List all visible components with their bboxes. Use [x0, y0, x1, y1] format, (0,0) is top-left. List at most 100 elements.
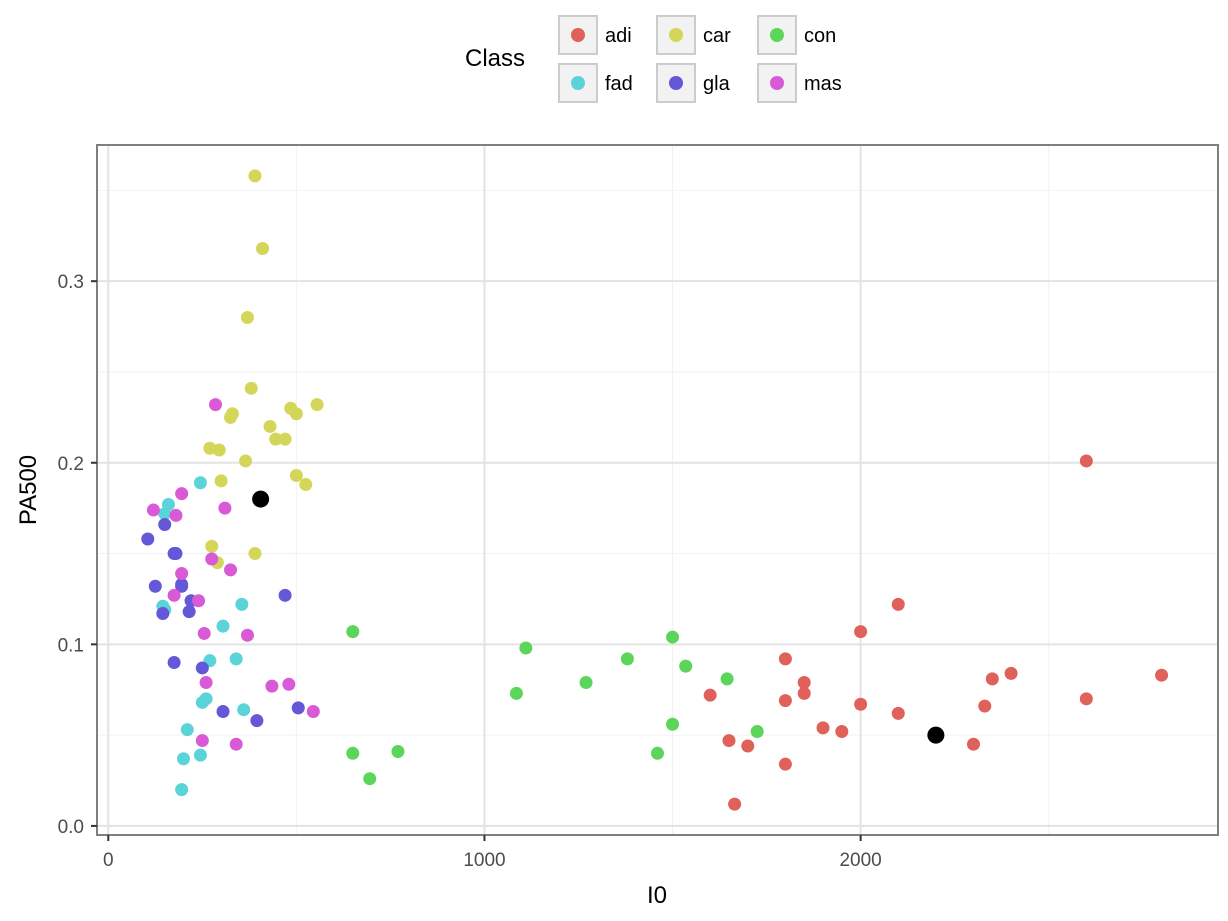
data-point-adi: [741, 739, 755, 753]
legend-label-fad: fad: [605, 73, 633, 95]
data-point-con: [666, 717, 680, 731]
data-point-gla: [141, 532, 155, 546]
legend-key: [558, 15, 598, 55]
data-point-con: [679, 659, 693, 673]
data-point-con: [346, 746, 360, 760]
data-point-mas: [192, 594, 206, 608]
data-point-adi: [1079, 454, 1093, 468]
data-point-car: [224, 410, 238, 424]
data-point-fad: [177, 752, 191, 766]
data-point-adi: [778, 652, 792, 666]
data-point-gla: [195, 661, 209, 675]
data-point-con: [579, 675, 593, 689]
data-point-fad: [229, 652, 243, 666]
data-point-adi: [797, 686, 811, 700]
legend-key-dot: [770, 28, 784, 42]
legend-label-con: con: [804, 25, 836, 47]
data-point-con: [666, 630, 680, 644]
data-point-adi: [854, 697, 868, 711]
data-point-mas: [197, 626, 211, 640]
data-point-mas: [218, 501, 232, 515]
y-tick-label: 0.1: [58, 635, 84, 656]
data-point-adi: [728, 797, 742, 811]
legend-title: Class: [465, 45, 525, 72]
data-point-mas: [229, 737, 243, 751]
data-point-mas: [282, 677, 296, 691]
x-axis-title: I0: [647, 882, 667, 909]
data-point-car: [248, 547, 262, 561]
data-point-gla: [148, 579, 162, 593]
data-point-mas: [195, 734, 209, 748]
data-point-adi: [778, 757, 792, 771]
data-point-car: [269, 432, 283, 446]
legend-key-dot: [669, 28, 683, 42]
data-point-mas: [175, 567, 189, 581]
data-point-fad: [237, 703, 251, 717]
data-point-gla: [156, 606, 170, 620]
data-point-car: [299, 478, 313, 492]
data-point-fad: [175, 783, 189, 797]
data-point-mas: [169, 508, 183, 522]
x-tick-label: 2000: [839, 850, 881, 871]
data-point-adi: [1079, 692, 1093, 706]
data-point-gla: [175, 579, 189, 593]
data-point-gla: [182, 605, 196, 619]
legend-key-dot: [669, 76, 683, 90]
data-point-con: [519, 641, 533, 655]
data-point-adi: [703, 688, 717, 702]
legend-label-car: car: [703, 25, 731, 47]
data-point-mas: [175, 487, 189, 501]
legend-label-adi: adi: [605, 25, 632, 47]
data-point-car: [214, 474, 228, 488]
highlight-point: [927, 726, 945, 744]
data-point-gla: [250, 714, 264, 728]
data-point-car: [244, 381, 258, 395]
data-point-mas: [265, 679, 279, 693]
data-point-mas: [167, 588, 181, 602]
data-point-adi: [816, 721, 830, 735]
x-tick-label: 0: [103, 850, 114, 871]
data-point-adi: [891, 597, 905, 611]
data-point-adi: [985, 672, 999, 686]
data-point-gla: [291, 701, 305, 715]
data-point-gla: [216, 705, 230, 719]
data-point-mas: [306, 705, 320, 719]
y-tick-label: 0.0: [58, 817, 84, 838]
legend-key-dot: [770, 76, 784, 90]
plot-panel: [97, 145, 1218, 835]
data-point-gla: [167, 547, 181, 561]
data-point-con: [391, 744, 405, 758]
data-point-adi: [797, 675, 811, 689]
data-point-con: [363, 772, 377, 786]
y-axis-title: PA500: [15, 455, 42, 525]
legend-label-mas: mas: [804, 73, 842, 95]
data-point-car: [240, 311, 254, 324]
data-point-con: [620, 652, 634, 666]
data-point-car: [256, 242, 270, 255]
data-point-adi: [966, 737, 980, 751]
data-point-adi: [722, 734, 736, 748]
data-point-adi: [978, 699, 992, 713]
data-point-car: [205, 539, 219, 553]
data-point-car: [239, 454, 253, 468]
data-point-fad: [180, 723, 194, 737]
data-point-con: [651, 746, 664, 760]
plot-border: [96, 144, 1219, 836]
data-point-car: [248, 169, 262, 183]
data-point-mas: [146, 503, 160, 517]
data-point-adi: [835, 725, 849, 738]
data-point-car: [289, 468, 303, 482]
data-point-car: [263, 419, 277, 433]
data-point-car: [278, 432, 292, 446]
highlight-point: [252, 490, 270, 508]
data-point-adi: [1004, 666, 1018, 680]
data-point-gla: [278, 588, 292, 602]
data-point-car: [212, 443, 226, 457]
data-point-adi: [778, 694, 792, 708]
y-tick-label: 0.3: [58, 272, 84, 293]
data-point-con: [346, 625, 360, 639]
data-point-mas: [205, 552, 219, 566]
data-point-con: [509, 686, 523, 700]
data-point-mas: [208, 398, 222, 412]
